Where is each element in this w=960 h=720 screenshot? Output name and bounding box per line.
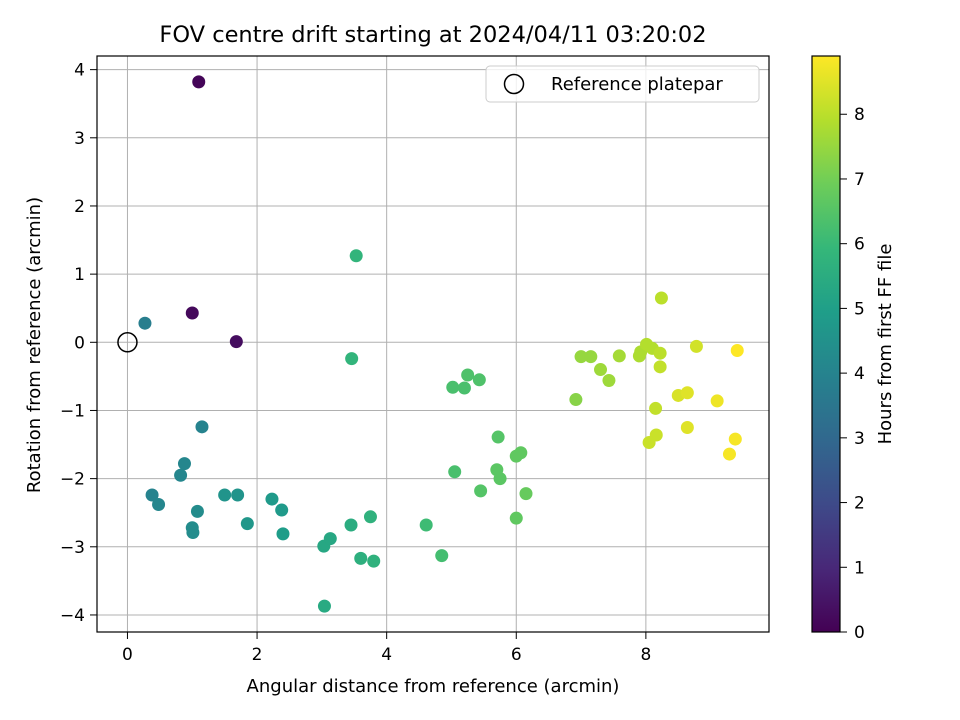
y-tick-label: 3 <box>74 129 85 149</box>
y-tick-label: −1 <box>60 401 85 421</box>
data-point <box>594 363 608 377</box>
y-tick-label: 2 <box>74 197 85 217</box>
legend-box <box>485 65 760 103</box>
y-axis-ticks: −4 −3 −2 −1 0 1 2 3 4 <box>60 61 97 626</box>
colorbar-tick-label: 3 <box>854 429 865 449</box>
x-tick-label: 4 <box>381 645 392 665</box>
x-tick-label: 2 <box>252 645 263 665</box>
data-point <box>689 339 703 353</box>
data-point <box>152 498 166 512</box>
y-tick-label: −3 <box>60 538 85 558</box>
data-point <box>722 447 736 461</box>
data-points <box>117 75 744 613</box>
x-tick-label: 6 <box>511 645 522 665</box>
y-tick-label: 0 <box>74 333 85 353</box>
data-point <box>363 510 377 524</box>
colorbar: 0 1 2 3 4 5 6 7 8 Hours from first FF file <box>811 55 896 643</box>
colorbar-tick-label: 4 <box>854 364 865 384</box>
data-point <box>195 420 209 434</box>
data-point <box>491 430 505 444</box>
data-point <box>354 551 368 565</box>
data-point <box>654 291 668 305</box>
reference-marker <box>117 332 138 353</box>
x-tick-label: 0 <box>122 645 133 665</box>
data-point <box>602 373 616 387</box>
data-point <box>323 532 337 546</box>
data-point <box>138 316 152 330</box>
data-point <box>218 488 232 502</box>
data-point <box>317 599 331 613</box>
data-point <box>435 549 449 563</box>
data-point <box>240 517 254 531</box>
data-point <box>275 503 289 517</box>
data-point <box>367 554 381 568</box>
colorbar-tick-label: 6 <box>854 235 865 255</box>
data-point <box>349 249 363 263</box>
data-point <box>457 381 471 395</box>
data-point <box>192 75 206 89</box>
data-point <box>509 511 523 525</box>
colorbar-tick-label: 7 <box>854 170 865 190</box>
colorbar-tick-label: 0 <box>854 623 865 643</box>
data-point <box>493 472 507 486</box>
colorbar-gradient <box>812 56 840 632</box>
data-point <box>231 488 245 502</box>
data-point <box>519 487 533 501</box>
x-axis-label: Angular distance from reference (arcmin) <box>247 676 620 697</box>
data-point <box>474 484 488 498</box>
data-point <box>174 468 188 482</box>
data-point <box>461 368 475 382</box>
grid-lines <box>97 56 769 632</box>
data-point <box>344 518 358 532</box>
y-tick-label: 1 <box>74 265 85 285</box>
colorbar-label: Hours from first FF file <box>875 244 896 445</box>
colorbar-frame <box>811 55 841 633</box>
data-point <box>446 380 460 394</box>
data-point <box>345 352 359 366</box>
data-point <box>569 393 583 407</box>
data-point <box>419 518 433 532</box>
legend-label-reference: Reference platepar <box>551 74 723 95</box>
colorbar-ticks: 0 1 2 3 4 5 6 7 8 <box>840 105 865 643</box>
data-point <box>730 343 744 357</box>
y-tick-label: −4 <box>60 606 85 626</box>
data-point <box>584 350 598 364</box>
data-point <box>448 465 462 479</box>
colorbar-tick-label: 8 <box>854 105 865 125</box>
data-point <box>653 360 667 374</box>
data-point <box>649 428 663 442</box>
colorbar-tick-label: 1 <box>854 558 865 578</box>
data-point <box>728 432 742 446</box>
data-point <box>574 350 588 364</box>
data-point <box>186 525 200 539</box>
data-point <box>649 401 663 415</box>
data-point <box>472 373 486 387</box>
data-point <box>680 421 694 435</box>
data-point <box>514 446 528 460</box>
y-tick-label: 4 <box>74 61 85 81</box>
y-tick-label: −2 <box>60 470 85 490</box>
legend: Reference platepar <box>485 65 760 103</box>
data-point <box>612 349 626 363</box>
data-point <box>680 386 694 400</box>
data-point <box>276 527 290 541</box>
colorbar-tick-label: 2 <box>854 494 865 514</box>
plot-frame <box>96 55 770 633</box>
x-axis-ticks: 0 2 4 6 8 <box>122 632 651 665</box>
legend-marker-reference <box>503 73 525 95</box>
colorbar-tick-label: 5 <box>854 299 865 319</box>
chart-title: FOV centre drift starting at 2024/04/11 … <box>159 22 706 48</box>
data-point <box>145 488 159 502</box>
x-tick-label: 8 <box>640 645 651 665</box>
data-point <box>185 306 199 320</box>
data-point <box>190 504 204 518</box>
data-point <box>229 335 243 349</box>
data-point <box>653 346 667 360</box>
y-axis-label: Rotation from reference (arcmin) <box>24 197 45 493</box>
data-point <box>177 457 191 471</box>
data-point <box>710 394 724 408</box>
data-point <box>265 492 279 506</box>
